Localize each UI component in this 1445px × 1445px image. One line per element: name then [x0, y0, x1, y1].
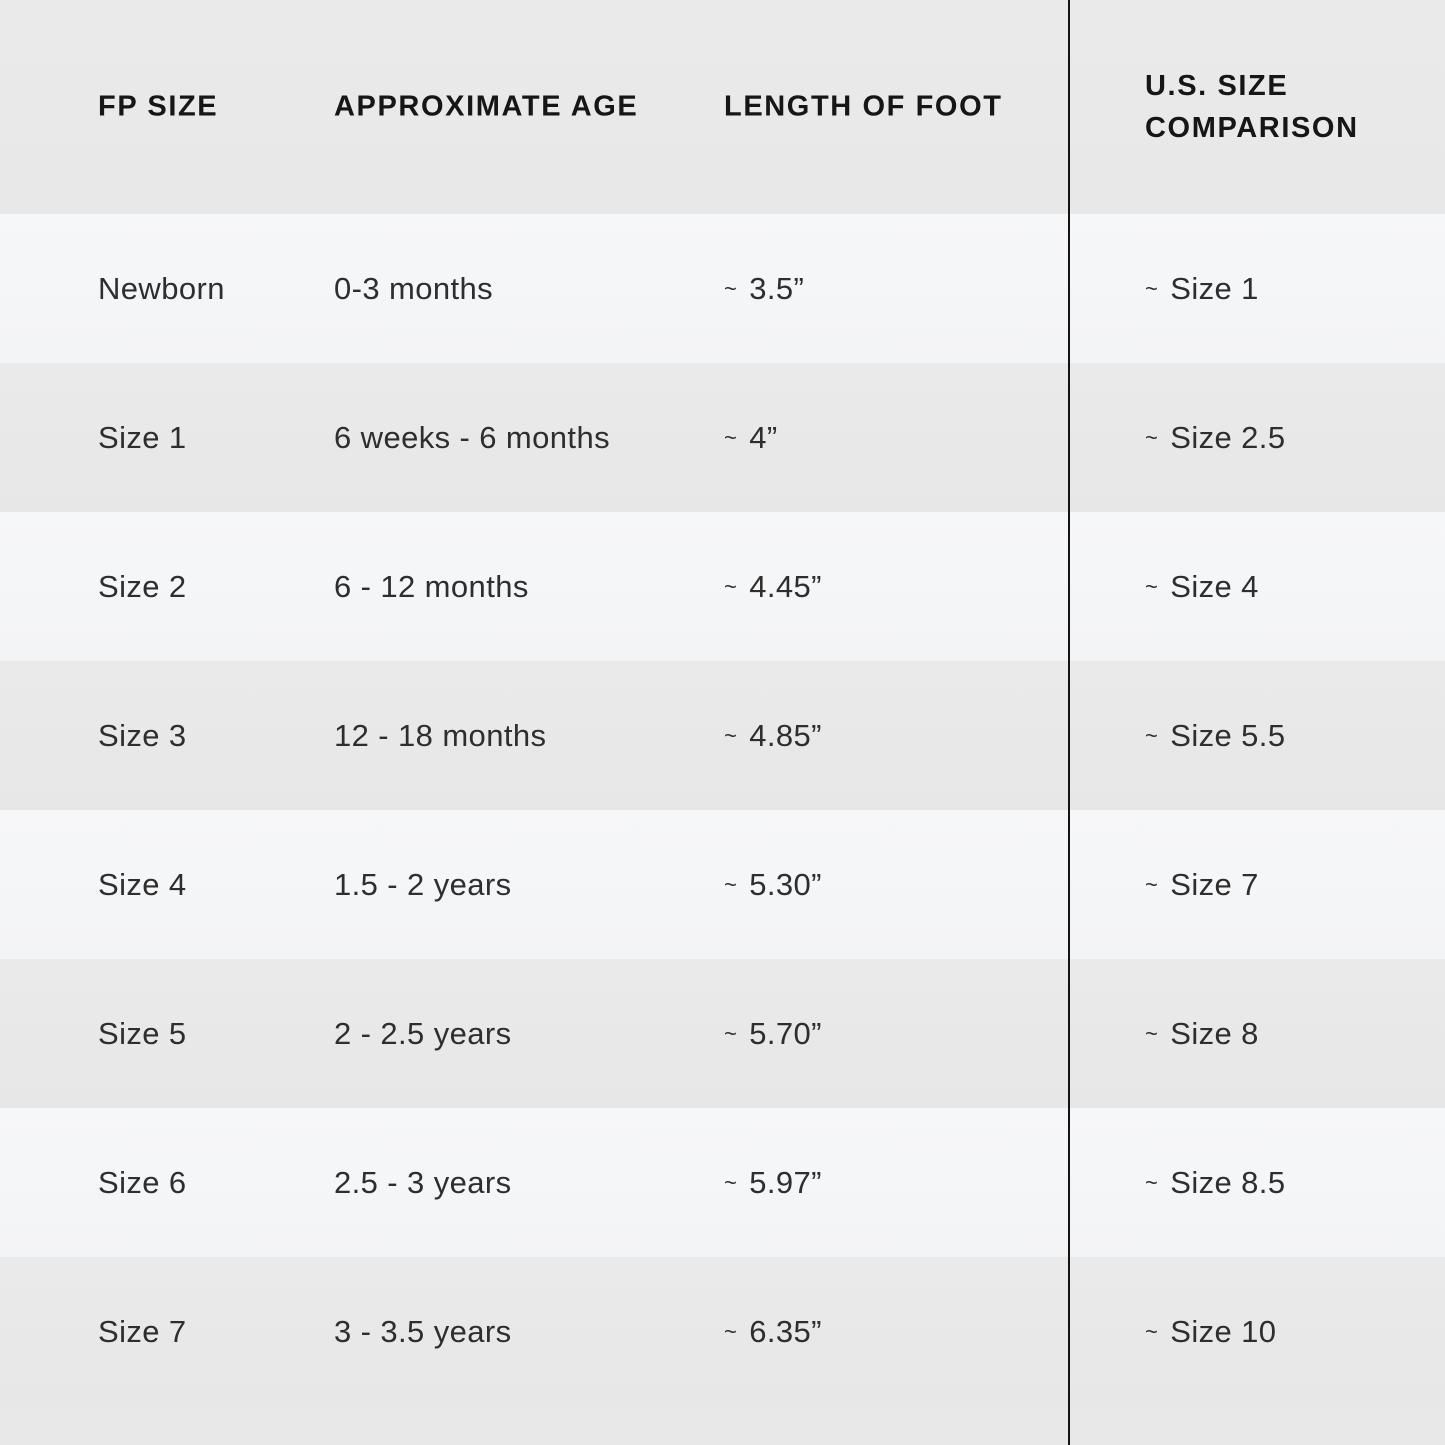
- cell-length: ~4.45”: [724, 569, 822, 605]
- cell-us-size: ~ Size 4: [1145, 569, 1259, 605]
- header-length-foot: LENGTH OF FOOT: [724, 90, 1003, 123]
- cell-fp-size: Size 3: [98, 717, 187, 753]
- table-row: Size 4 1.5 - 2 years ~5.30” ~ Size 7: [0, 810, 1445, 959]
- header-fp-size: FP SIZE: [98, 90, 219, 123]
- cell-age: 6 - 12 months: [334, 568, 529, 604]
- cell-age: 1.5 - 2 years: [334, 866, 512, 902]
- cell-fp-size: Size 4: [98, 866, 187, 902]
- length-value: 4.45”: [749, 568, 822, 604]
- approx-tilde: ~: [1145, 1169, 1159, 1195]
- cell-us-size: ~ Size 1: [1145, 271, 1259, 307]
- header-row: FP SIZE APPROXIMATE AGE LENGTH OF FOOT U…: [0, 0, 1445, 214]
- bottom-filler-strip: [0, 1406, 1445, 1445]
- header-approx-age: APPROXIMATE AGE: [334, 90, 639, 123]
- cell-length: ~5.97”: [724, 1165, 822, 1201]
- approx-tilde: ~: [724, 1169, 738, 1195]
- approx-tilde: ~: [724, 424, 738, 450]
- cell-length: ~4”: [724, 420, 778, 456]
- cell-age: 0-3 months: [334, 270, 494, 306]
- table-row: Size 5 2 - 2.5 years ~5.70” ~ Size 8: [0, 959, 1445, 1108]
- header-us-comparison: U.S. SIZE COMPARISON: [1145, 69, 1359, 144]
- table-row: Size 1 6 weeks - 6 months ~4” ~ Size 2.5: [0, 363, 1445, 512]
- table-row: Size 2 6 - 12 months ~4.45” ~ Size 4: [0, 512, 1445, 661]
- cell-length: ~4.85”: [724, 718, 822, 754]
- table-row: Size 7 3 - 3.5 years ~6.35” ~ Size 10: [0, 1257, 1445, 1406]
- cell-fp-size: Newborn: [98, 270, 225, 306]
- cell-fp-size: Size 1: [98, 419, 187, 455]
- length-value: 5.97”: [749, 1164, 822, 1200]
- cell-age: 2 - 2.5 years: [334, 1015, 512, 1051]
- table-row: Newborn 0-3 months ~3.5” ~ Size 1: [0, 214, 1445, 363]
- approx-tilde: ~: [1145, 424, 1159, 450]
- us-size-value: Size 7: [1170, 866, 1259, 902]
- cell-fp-size: Size 5: [98, 1015, 187, 1051]
- us-size-value: Size 8.5: [1170, 1164, 1286, 1200]
- cell-age: 3 - 3.5 years: [334, 1313, 512, 1349]
- approx-tilde: ~: [724, 722, 738, 748]
- cell-us-size: ~ Size 8: [1145, 1016, 1259, 1052]
- approx-tilde: ~: [1145, 871, 1159, 897]
- us-size-value: Size 2.5: [1170, 419, 1286, 455]
- approx-tilde: ~: [724, 573, 738, 599]
- cell-us-size: ~ Size 5.5: [1145, 718, 1285, 754]
- approx-tilde: ~: [1145, 1318, 1159, 1344]
- approx-tilde: ~: [1145, 275, 1159, 301]
- cell-us-size: ~ Size 8.5: [1145, 1165, 1285, 1201]
- approx-tilde: ~: [1145, 1020, 1159, 1046]
- table-row: Size 3 12 - 18 months ~4.85” ~ Size 5.5: [0, 661, 1445, 810]
- us-size-value: Size 5.5: [1170, 717, 1286, 753]
- length-value: 4”: [749, 419, 778, 455]
- length-value: 3.5”: [749, 270, 805, 306]
- cell-fp-size: Size 2: [98, 568, 187, 604]
- cell-us-size: ~ Size 10: [1145, 1314, 1276, 1350]
- approx-tilde: ~: [724, 871, 738, 897]
- us-size-value: Size 1: [1170, 270, 1259, 306]
- cell-length: ~5.30”: [724, 867, 822, 903]
- us-size-value: Size 4: [1170, 568, 1259, 604]
- cell-length: ~5.70”: [724, 1016, 822, 1052]
- column-divider-line: [1068, 0, 1070, 1445]
- cell-us-size: ~ Size 2.5: [1145, 420, 1285, 456]
- cell-age: 12 - 18 months: [334, 717, 547, 753]
- length-value: 5.30”: [749, 866, 822, 902]
- cell-fp-size: Size 6: [98, 1164, 187, 1200]
- us-size-value: Size 8: [1170, 1015, 1259, 1051]
- cell-age: 2.5 - 3 years: [334, 1164, 512, 1200]
- cell-age: 6 weeks - 6 months: [334, 419, 610, 455]
- table-row: Size 6 2.5 - 3 years ~5.97” ~ Size 8.5: [0, 1108, 1445, 1257]
- cell-length: ~3.5”: [724, 271, 804, 307]
- us-size-value: Size 10: [1170, 1313, 1277, 1349]
- approx-tilde: ~: [1145, 573, 1159, 599]
- length-value: 5.70”: [749, 1015, 822, 1051]
- cell-us-size: ~ Size 7: [1145, 867, 1259, 903]
- length-value: 6.35”: [749, 1313, 822, 1349]
- approx-tilde: ~: [724, 1020, 738, 1046]
- cell-length: ~6.35”: [724, 1314, 822, 1350]
- length-value: 4.85”: [749, 717, 822, 753]
- approx-tilde: ~: [724, 1318, 738, 1344]
- cell-fp-size: Size 7: [98, 1313, 187, 1349]
- approx-tilde: ~: [1145, 722, 1159, 748]
- approx-tilde: ~: [724, 275, 738, 301]
